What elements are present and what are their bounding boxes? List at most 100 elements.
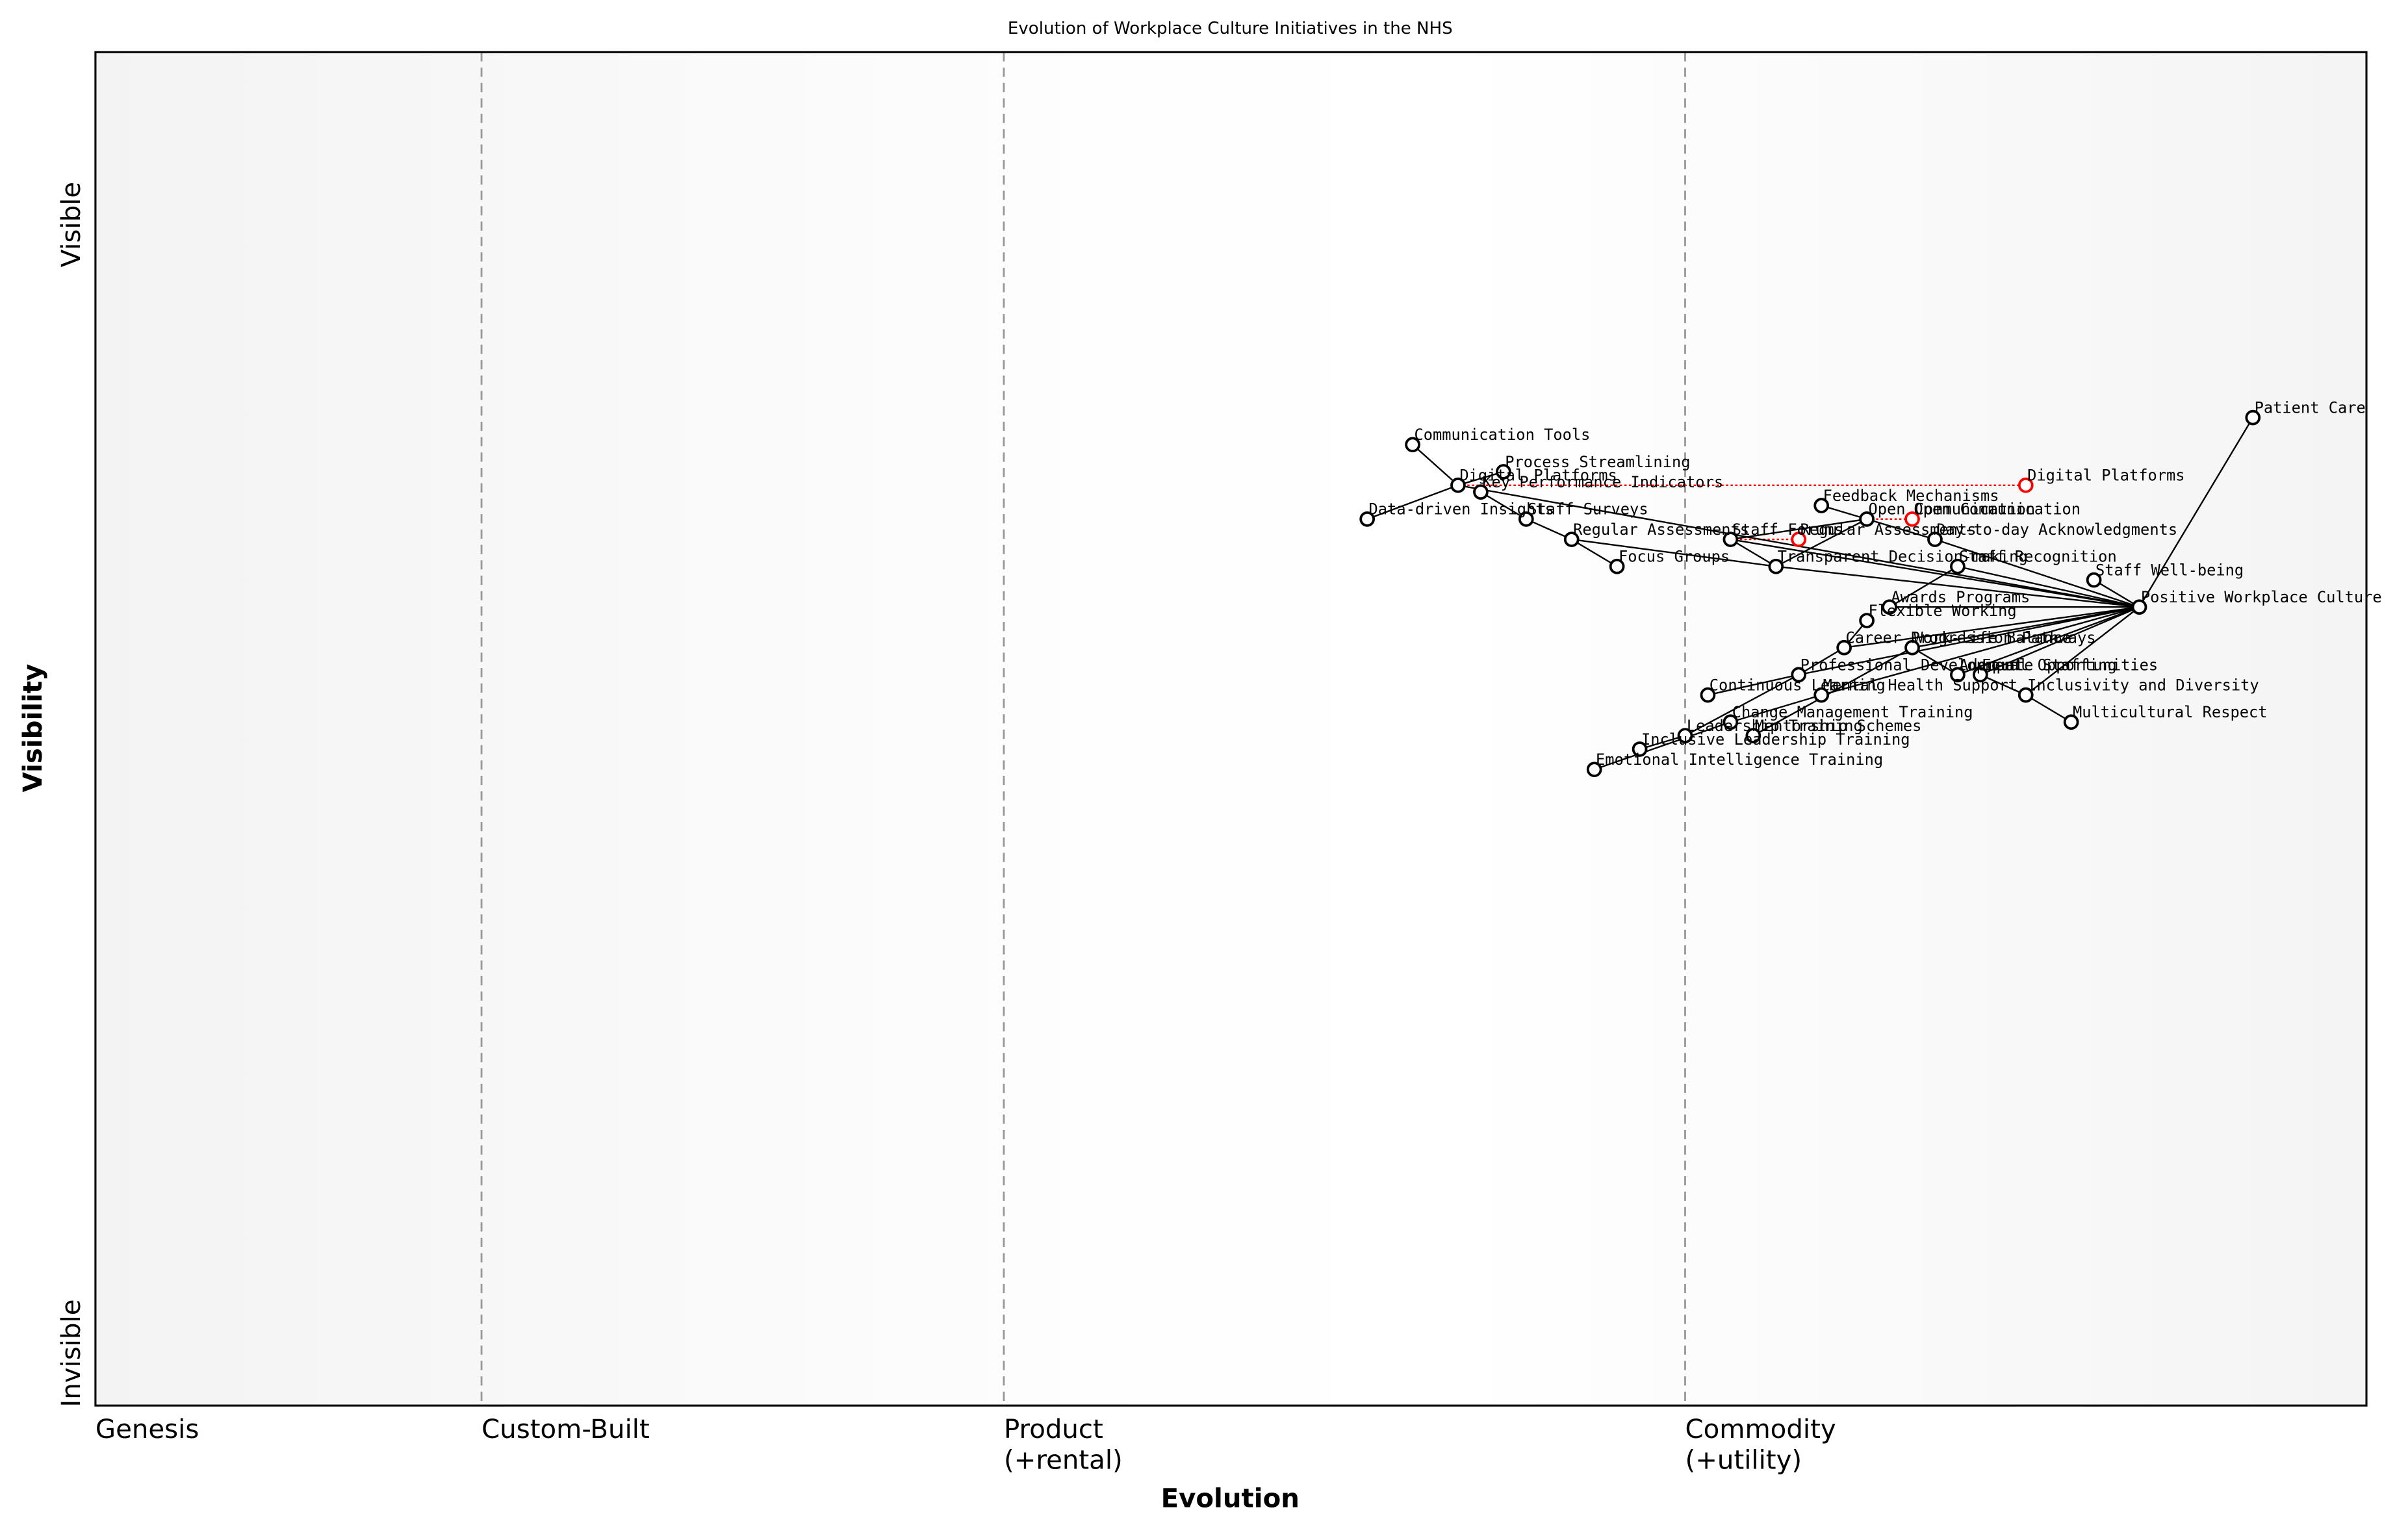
dependency-edge [1912, 647, 1958, 676]
dependency-edge [1730, 539, 1776, 567]
component-label: Patient Care [2255, 399, 2366, 417]
component-node-kpi[interactable] [1473, 484, 1489, 500]
dependency-edge [1457, 470, 1504, 486]
dependency-edge [1775, 518, 1867, 567]
component-label: Professional Development [1800, 656, 2023, 674]
component-node-awards[interactable] [1882, 599, 1897, 615]
dependency-edge [2094, 579, 2140, 608]
component-node-inclusivity[interactable] [2017, 687, 2034, 703]
stage-label: Product [1004, 1415, 1103, 1444]
component-node-mentorship[interactable] [1745, 728, 1761, 743]
component-label: Focus Groups [1619, 548, 1730, 566]
component-labels: Patient Care Positive Workplace Culture St… [1369, 399, 2382, 769]
component-label: Positive Workplace Culture [2141, 588, 2382, 606]
evolved-label: Digital Platforms [2027, 467, 2184, 485]
component-label: Mental Health Support [1823, 676, 2017, 695]
component-label: Staff Forums [1732, 520, 1843, 539]
evolved-node[interactable] [1904, 511, 1920, 527]
component-node-leadership[interactable] [1677, 728, 1693, 743]
dependency-edge [1799, 606, 2140, 676]
dependency-edge [1730, 538, 2140, 608]
component-node-patient_care[interactable] [2245, 409, 2261, 426]
component-label: Staff Well-being [2095, 561, 2244, 579]
dependency-edge [1934, 538, 2140, 608]
component-label: Career Progression Pathways [1846, 629, 2096, 647]
dependency-edge [2138, 417, 2254, 608]
component-node-well_being[interactable] [2086, 572, 2102, 588]
component-label: Adequate Staffing [1959, 656, 2116, 674]
component-node-staffing[interactable] [1950, 667, 1966, 683]
component-label: Regular Assessments [1573, 520, 1749, 539]
component-node-surveys[interactable] [1518, 511, 1534, 527]
dependency-edge [2025, 606, 2140, 696]
component-node-change_mgmt[interactable] [1723, 714, 1739, 730]
component-label: Awards Programs [1891, 588, 2030, 606]
dependency-edge [1639, 734, 1685, 751]
component-node-recognition[interactable] [1950, 558, 1966, 574]
component-node-streamlining[interactable] [1496, 464, 1511, 480]
y-axis-title: Visibility [18, 664, 48, 793]
component-node-open_comm[interactable] [1859, 511, 1875, 527]
component-node-flexible[interactable] [1859, 613, 1875, 628]
evolved-label: Regular Assessments [1800, 520, 1977, 539]
component-node-equal_opp[interactable] [1973, 667, 1988, 683]
dependency-edge [1843, 606, 2140, 648]
x-axis-title: Evolution [1161, 1484, 1300, 1514]
stage-sublabel: (+rental) [1004, 1445, 1123, 1475]
evolved-label: Open Communication [1914, 500, 2081, 519]
evolved-node[interactable] [1791, 532, 1807, 547]
component-label: Data-driven Insights [1369, 500, 1554, 519]
component-node-prof_dev[interactable] [1791, 667, 1807, 683]
dependency-edge [1752, 647, 1913, 737]
dependency-edge [1957, 565, 2140, 608]
stage-sublabel: (+utility) [1685, 1445, 1802, 1475]
component-node-feedback[interactable] [1813, 498, 1830, 513]
component-label: Inclusive Leadership Training [1641, 730, 1910, 749]
component-label: Staff Recognition [1959, 548, 2116, 566]
dependency-edge [1798, 647, 1845, 676]
dependency-edge [1980, 674, 2027, 696]
dependency-edge [1526, 518, 1572, 541]
dependency-edge [1730, 518, 1867, 541]
y-axis-visible-label: Visible [57, 182, 86, 268]
dependency-edge [1684, 674, 1799, 737]
dependency-edge [1866, 518, 1936, 541]
component-node-cont_learning[interactable] [1700, 687, 1716, 703]
plot-area: Patient Care Positive Workplace Culture St… [94, 51, 2382, 1407]
component-node-focus[interactable] [1609, 558, 1625, 574]
component-label: Feedback Mechanisms [1823, 487, 1999, 505]
component-node-incl_leadership[interactable] [1632, 741, 1648, 757]
component-label: Emotional Intelligence Training [1596, 751, 1883, 769]
evolved-node[interactable] [2017, 477, 2034, 493]
dependency-edge [2025, 694, 2072, 723]
component-label: Key Performance Indicators [1482, 473, 1723, 491]
component-label: Multicultural Respect [2073, 703, 2267, 721]
component-node-acknowledgments[interactable] [1927, 532, 1943, 547]
component-node-mental_health[interactable] [1813, 687, 1830, 703]
component-label: Transparent Decision-making [1778, 548, 2028, 566]
component-node-digital[interactable] [1450, 477, 1466, 493]
dependency-edge [1571, 538, 1776, 567]
component-label: Flexible Working [1868, 602, 2016, 620]
dependency-edge [1821, 606, 2140, 696]
component-node-assessments[interactable] [1563, 532, 1580, 547]
dependency-edge [1594, 721, 1731, 771]
dependency-edge [1571, 539, 1618, 567]
component-node-work_life[interactable] [1904, 639, 1920, 656]
component-node-multicultural[interactable] [2063, 714, 2079, 730]
component-node-forums[interactable] [1723, 532, 1739, 547]
plot-background [95, 52, 2367, 1406]
component-node-comm_tools[interactable] [1405, 437, 1420, 453]
component-label: Leadership Training [1687, 717, 1863, 735]
component-node-career[interactable] [1836, 639, 1852, 656]
dependency-edge [1708, 674, 1799, 696]
component-label: Continuous Learning [1710, 676, 1886, 695]
component-label: Day-to-day Acknowledgments [1936, 520, 2177, 539]
component-node-transparent[interactable] [1768, 558, 1784, 574]
component-label: Process Streamlining [1505, 453, 1690, 471]
dependency-edge [1957, 606, 2140, 676]
dependency-edge [1980, 606, 2140, 676]
component-node-emotional[interactable] [1586, 762, 1602, 778]
component-node-insights[interactable] [1359, 511, 1376, 527]
component-node-pwc[interactable] [2131, 599, 2147, 615]
